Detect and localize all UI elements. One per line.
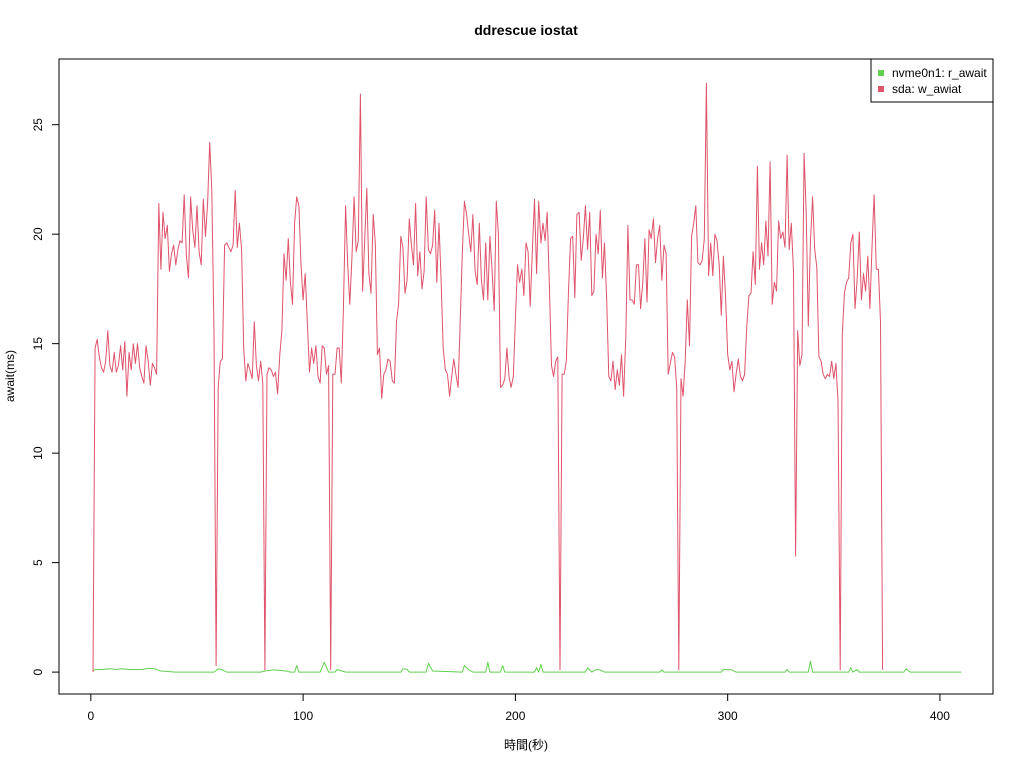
y-tick-label: 5: [31, 559, 45, 566]
x-tick-label: 100: [293, 709, 313, 723]
series-layer: [92, 82, 962, 673]
x-tick-label: 400: [930, 709, 950, 723]
series-line-1: [92, 82, 884, 673]
legend-box: [870, 58, 994, 103]
legend-label-sda: sda: w_awiat: [892, 82, 962, 96]
y-axis: 0 5 10 15 20 25: [31, 118, 60, 675]
plot-frame: [58, 58, 994, 695]
legend: nvme0n1: r_await sda: w_awiat: [870, 58, 994, 103]
x-tick-label: 300: [718, 709, 738, 723]
y-tick-label: 0: [31, 668, 45, 675]
x-axis: 0 100 200 300 400: [87, 693, 950, 723]
x-tick-label: 0: [87, 709, 94, 723]
legend-swatch-sda: [878, 86, 884, 92]
y-tick-label: 25: [31, 118, 45, 132]
y-axis-label: await(ms): [3, 350, 17, 402]
legend-label-nvme: nvme0n1: r_await: [892, 66, 987, 80]
legend-swatch-nvme: [878, 70, 884, 76]
y-tick-label: 10: [31, 446, 45, 460]
y-tick-label: 20: [31, 227, 45, 241]
x-axis-label: 時間(秒): [504, 738, 548, 752]
chart-title: ddrescue iostat: [474, 22, 578, 38]
y-tick-label: 15: [31, 337, 45, 351]
x-tick-label: 200: [505, 709, 525, 723]
series-line-0: [92, 660, 962, 673]
